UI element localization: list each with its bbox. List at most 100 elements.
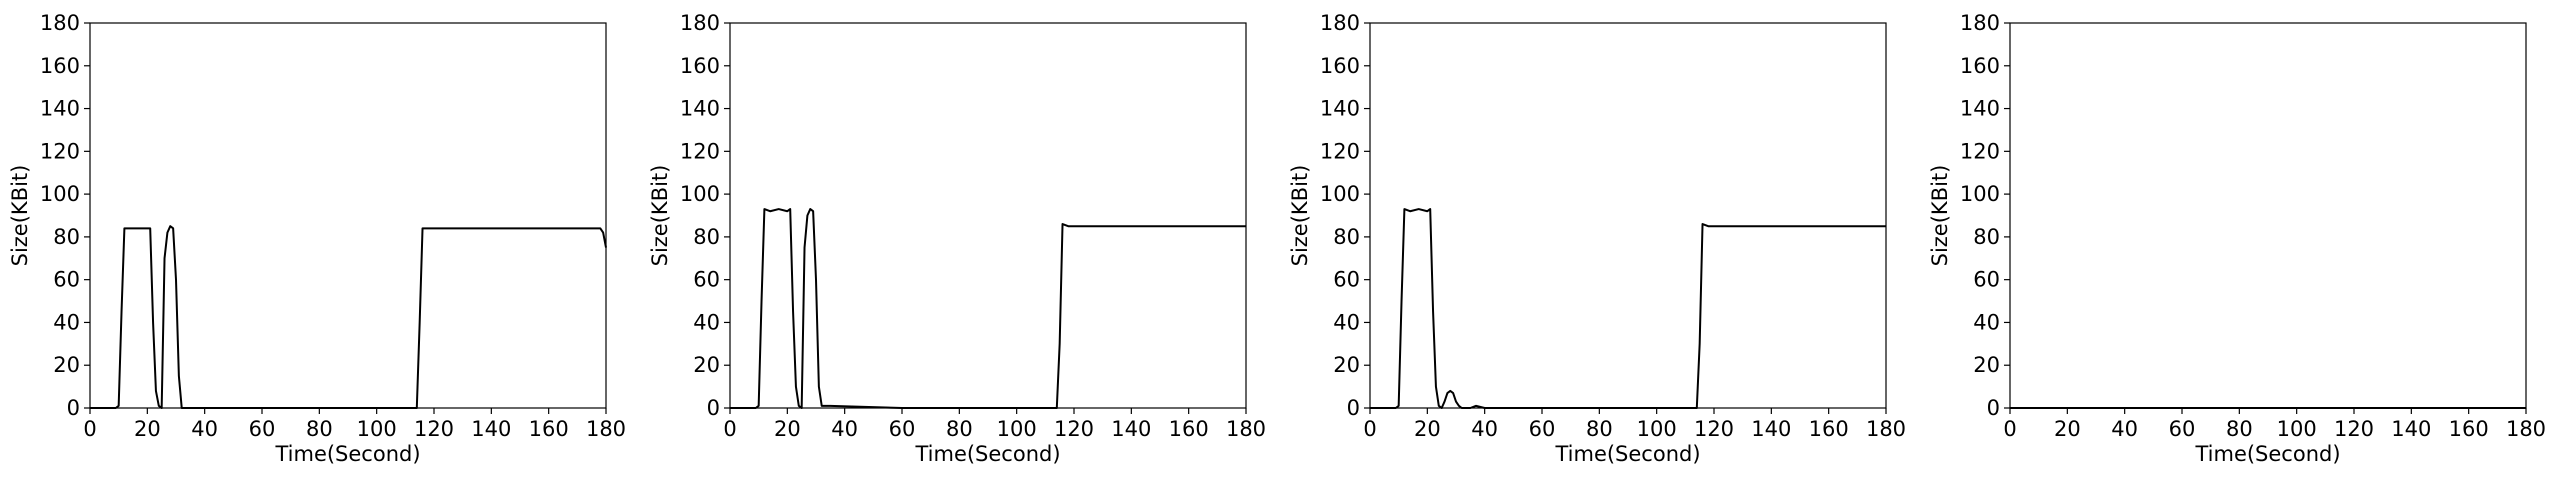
y-tick-label: 120 <box>1960 139 2000 163</box>
plot-frame <box>2009 22 2527 409</box>
y-tick-label: 120 <box>1320 139 1360 163</box>
x-tick-label: 120 <box>414 417 454 441</box>
y-tick-label: 140 <box>680 97 720 121</box>
x-tick-label: 100 <box>357 417 397 441</box>
y-tick-label: 160 <box>1960 54 2000 78</box>
x-tick-label: 140 <box>2391 417 2431 441</box>
x-tick-label: 0 <box>723 417 736 441</box>
x-tick-label: 0 <box>1363 417 1376 441</box>
y-tick-label: 80 <box>1333 225 1360 249</box>
x-tick-label: 80 <box>306 417 333 441</box>
x-tick-label: 180 <box>586 417 626 441</box>
x-axis-label: Time(Second) <box>274 442 420 466</box>
y-tick-label: 140 <box>40 97 80 121</box>
y-tick-label: 180 <box>40 11 80 35</box>
x-tick-label: 20 <box>774 417 801 441</box>
x-tick-label: 180 <box>1866 417 1906 441</box>
y-tick-label: 80 <box>53 225 80 249</box>
plot-frame <box>89 22 607 409</box>
x-tick-label: 60 <box>1529 417 1556 441</box>
y-tick-label: 180 <box>680 11 720 35</box>
y-tick-label: 20 <box>53 353 80 377</box>
x-tick-label: 60 <box>889 417 916 441</box>
y-tick-label: 60 <box>1973 268 2000 292</box>
x-tick-label: 0 <box>83 417 96 441</box>
x-tick-label: 80 <box>1586 417 1613 441</box>
x-tick-label: 40 <box>1471 417 1498 441</box>
y-tick-label: 160 <box>1320 54 1360 78</box>
y-tick-label: 180 <box>1320 11 1360 35</box>
y-tick-label: 40 <box>1973 310 2000 334</box>
x-tick-label: 180 <box>2506 417 2546 441</box>
y-tick-label: 80 <box>693 225 720 249</box>
y-tick-label: 100 <box>40 182 80 206</box>
x-tick-label: 0 <box>2003 417 2016 441</box>
chart-4: 0 20 40 60 80 100 120 140 160 180 0 20 40 60 80 100 120 1… <box>1928 11 2546 466</box>
y-tick-label: 80 <box>1973 225 2000 249</box>
y-tick-label: 100 <box>1320 182 1360 206</box>
y-tick-label: 20 <box>1333 353 1360 377</box>
y-tick-label: 180 <box>1960 11 2000 35</box>
x-tick-label: 20 <box>2054 417 2081 441</box>
x-tick-label: 40 <box>191 417 218 441</box>
plot-frame <box>729 22 1247 409</box>
x-tick-label: 120 <box>1054 417 1094 441</box>
y-tick-label: 60 <box>53 268 80 292</box>
y-tick-label: 0 <box>1987 396 2000 420</box>
plot-frame <box>1369 22 1887 409</box>
x-tick-label: 120 <box>2334 417 2374 441</box>
y-tick-label: 0 <box>67 396 80 420</box>
x-tick-label: 140 <box>1751 417 1791 441</box>
x-tick-label: 60 <box>2169 417 2196 441</box>
y-tick-label: 120 <box>40 139 80 163</box>
y-axis-label: Size(KBit) <box>1288 165 1312 267</box>
y-tick-label: 60 <box>693 268 720 292</box>
y-tick-label: 140 <box>1960 97 2000 121</box>
x-tick-label: 180 <box>1226 417 1266 441</box>
x-tick-label: 160 <box>1169 417 1209 441</box>
x-tick-label: 160 <box>2449 417 2489 441</box>
y-tick-label: 120 <box>680 139 720 163</box>
x-tick-label: 100 <box>2277 417 2317 441</box>
x-tick-label: 140 <box>1111 417 1151 441</box>
x-tick-label: 20 <box>1414 417 1441 441</box>
series-line-1 <box>730 208 1246 409</box>
x-tick-label: 80 <box>2226 417 2253 441</box>
y-tick-label: 100 <box>1960 182 2000 206</box>
x-tick-label: 80 <box>946 417 973 441</box>
y-tick-label: 20 <box>693 353 720 377</box>
chart-2: 0 20 40 60 80 100 120 140 160 180 0 20 40 60 80 100 120 1… <box>648 11 1266 466</box>
x-tick-label: 60 <box>249 417 276 441</box>
y-tick-label: 40 <box>1333 310 1360 334</box>
series-line-1 <box>90 225 607 409</box>
y-tick-label: 100 <box>680 182 720 206</box>
x-axis-label: Time(Second) <box>2194 442 2340 466</box>
y-tick-label: 0 <box>1347 396 1360 420</box>
series-line-1 <box>1370 208 1886 409</box>
x-tick-label: 120 <box>1694 417 1734 441</box>
y-tick-label: 160 <box>40 54 80 78</box>
y-axis-label: Size(KBit) <box>8 165 32 267</box>
y-tick-label: 160 <box>680 54 720 78</box>
chart-1: 0 20 40 60 80 100 120 140 160 180 0 20 40 60 80 100 120 1… <box>8 11 626 466</box>
y-tick-label: 0 <box>707 396 720 420</box>
x-axis-label: Time(Second) <box>914 442 1060 466</box>
y-tick-label: 20 <box>1973 353 2000 377</box>
x-tick-label: 100 <box>1637 417 1677 441</box>
x-tick-label: 40 <box>831 417 858 441</box>
y-axis-label: Size(KBit) <box>648 165 672 267</box>
x-tick-label: 160 <box>1809 417 1849 441</box>
x-tick-label: 160 <box>529 417 569 441</box>
x-tick-label: 20 <box>134 417 161 441</box>
x-tick-label: 140 <box>471 417 511 441</box>
y-axis-label: Size(KBit) <box>1928 165 1952 267</box>
y-tick-label: 40 <box>693 310 720 334</box>
x-tick-label: 40 <box>2111 417 2138 441</box>
x-axis-label: Time(Second) <box>1554 442 1700 466</box>
x-tick-label: 100 <box>997 417 1037 441</box>
y-tick-label: 140 <box>1320 97 1360 121</box>
chart-3: 0 20 40 60 80 100 120 140 160 180 0 20 40 60 80 100 120 1… <box>1288 11 1906 466</box>
y-tick-label: 40 <box>53 310 80 334</box>
y-tick-label: 60 <box>1333 268 1360 292</box>
